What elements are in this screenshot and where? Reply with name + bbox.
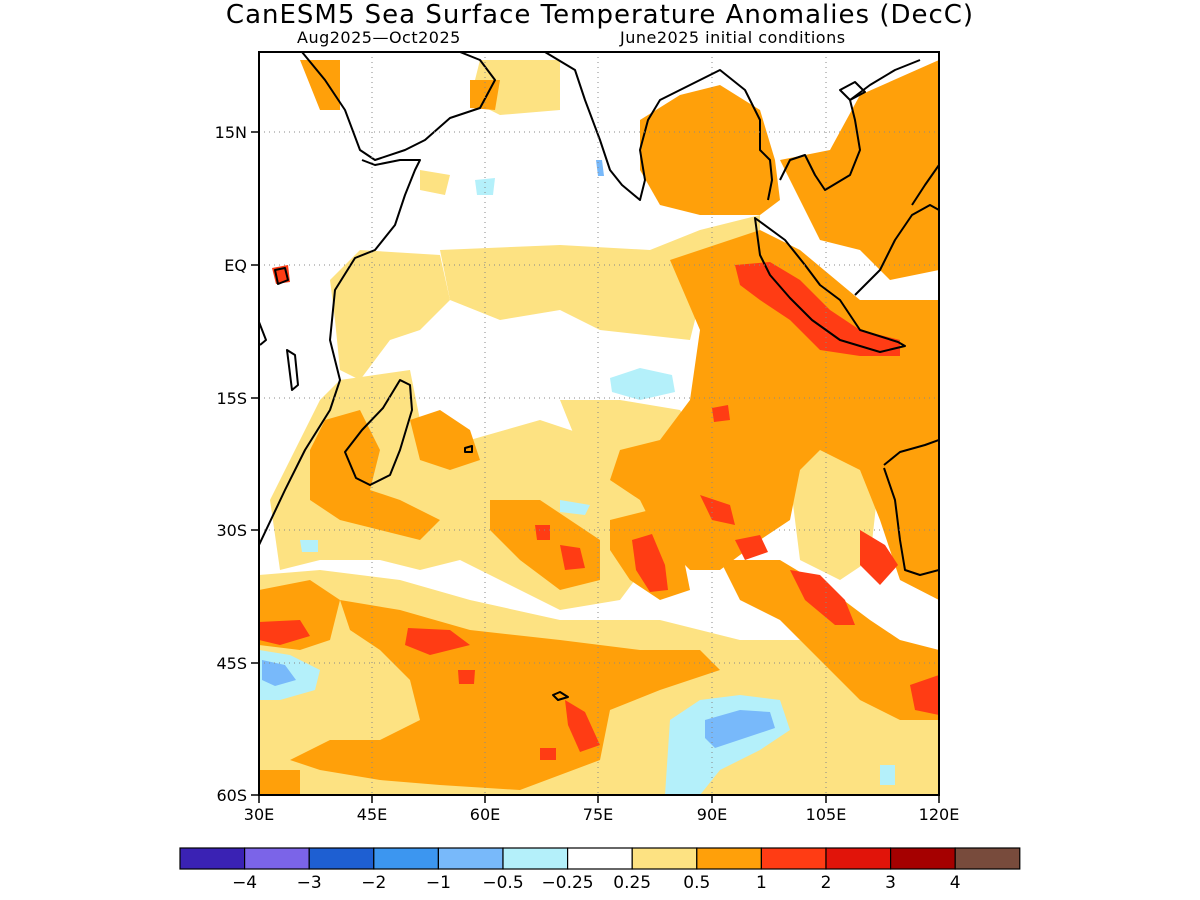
colorbar-label: 2: [821, 873, 832, 893]
colorbar-swatch: [437, 847, 504, 870]
x-axis-labels: 30E 45E 60E 75E 90E 105E 120E: [244, 805, 960, 824]
tick-marks: [251, 131, 940, 803]
graticule: [259, 52, 939, 795]
colorbar-swatch: [244, 847, 310, 870]
x-tick-label: 45E: [357, 805, 387, 824]
y-axis-labels: 15N EQ 15S 30S 45S 60S: [215, 123, 247, 805]
x-tick-label: 90E: [697, 805, 727, 824]
colorbar-swatch: [179, 847, 246, 870]
colorbar-swatch: [566, 847, 633, 870]
colorbar-label: −1: [426, 873, 451, 893]
colorbar-label: −0.25: [542, 873, 594, 893]
colorbar: [179, 847, 1021, 870]
x-tick-label: 60E: [470, 805, 500, 824]
colorbar-label: −2: [361, 873, 386, 893]
anomaly-neg-0-5-regions: [262, 160, 775, 748]
y-tick-label: 15S: [216, 389, 247, 408]
colorbar-label: 0.5: [683, 873, 710, 893]
colorbar-labels: −4 −3 −2 −1 −0.5 −0.25 0.25 0.5 1 2 3 4: [232, 873, 961, 893]
colorbar-swatch: [631, 847, 698, 870]
colorbar-label: −3: [297, 873, 322, 893]
y-tick-label: 60S: [216, 786, 247, 805]
x-tick-label: 105E: [806, 805, 847, 824]
colorbar-label: 1: [756, 873, 767, 893]
initial-conditions: June2025 initial conditions: [620, 28, 846, 47]
colorbar-swatch: [502, 847, 569, 870]
anomaly-field: [259, 52, 939, 795]
colorbar-swatch: [954, 847, 1021, 870]
colorbar-swatch: [760, 847, 827, 870]
y-tick-label: 30S: [216, 521, 247, 540]
colorbar-label: 3: [885, 873, 896, 893]
x-tick-label: 75E: [583, 805, 613, 824]
coastlines: [259, 52, 939, 701]
colorbar-label: −0.5: [482, 873, 523, 893]
y-tick-label: 15N: [215, 123, 247, 142]
colorbar-label: 0.25: [613, 873, 651, 893]
colorbar-swatch: [696, 847, 762, 870]
colorbar-swatch: [825, 847, 892, 870]
colorbar-swatch: [889, 847, 956, 870]
colorbar-swatch: [373, 847, 439, 870]
anomaly-0-5-to-1-regions: [259, 60, 939, 795]
map-title: CanESM5 Sea Surface Temperature Anomalie…: [225, 0, 975, 30]
forecast-period: Aug2025—Oct2025: [297, 28, 461, 47]
y-tick-label: EQ: [224, 256, 247, 275]
colorbar-label: −4: [232, 873, 257, 893]
map-frame: [258, 51, 940, 796]
x-tick-label: 120E: [919, 805, 960, 824]
colorbar-swatch: [308, 847, 375, 870]
y-tick-label: 45S: [216, 654, 247, 673]
colorbar-label: 4: [950, 873, 961, 893]
x-tick-label: 30E: [244, 805, 274, 824]
